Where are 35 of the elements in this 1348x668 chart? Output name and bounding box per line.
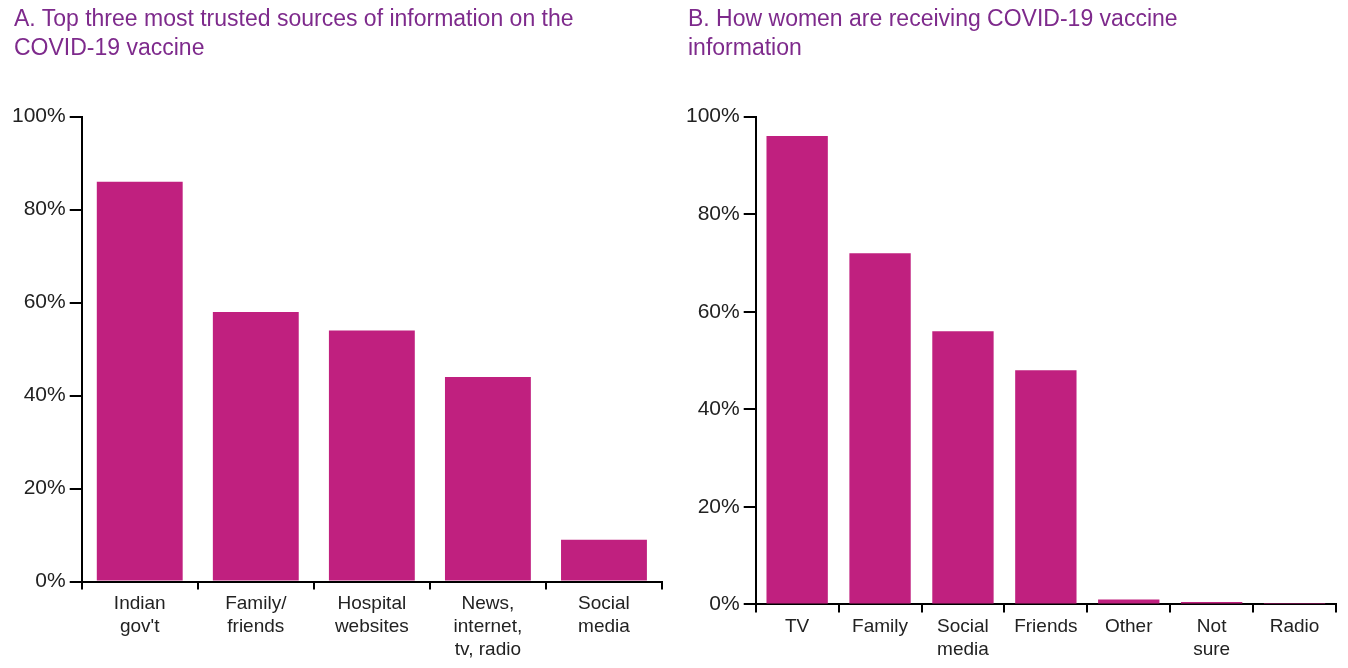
y-tick-label: 0%	[709, 591, 740, 615]
x-tick-label: Hospital websites	[333, 592, 409, 637]
y-tick-label: 40%	[23, 382, 66, 406]
bar	[444, 377, 531, 581]
chart-title: A. Top three most trusted sources of information on the COVID-19 vaccine	[14, 4, 574, 62]
y-tick-label: 100%	[11, 103, 66, 127]
x-tick-label: Not sure	[1193, 615, 1231, 659]
bar	[766, 136, 828, 604]
bar	[1015, 370, 1077, 604]
x-tick-label: Indian gov't	[113, 592, 166, 637]
x-tick-label: Radio	[1269, 615, 1320, 637]
y-tick-label: 20%	[697, 493, 740, 517]
bar	[561, 539, 647, 581]
x-tick-label: Friends	[1014, 615, 1078, 637]
x-tick-label: Family/ friends	[225, 592, 288, 637]
y-tick-label: 100%	[685, 103, 740, 127]
bar	[328, 330, 415, 581]
x-tick-label: Social media	[937, 615, 990, 659]
y-tick-label: 20%	[23, 475, 66, 499]
y-tick-label: 80%	[697, 200, 740, 224]
x-tick-label: News, internet, tv, radio	[453, 592, 523, 659]
bar	[849, 253, 911, 604]
y-tick-label: 40%	[697, 396, 740, 420]
x-tick-label: TV	[785, 615, 810, 637]
x-tick-label: Social media	[578, 592, 631, 637]
y-tick-label: 80%	[23, 196, 66, 220]
y-tick-label: 0%	[35, 568, 66, 592]
chart-title: B. How women are receiving COVID-19 vaccine information	[688, 4, 1179, 62]
x-tick-label: Other	[1104, 615, 1154, 637]
bar	[212, 311, 299, 581]
bar	[932, 331, 994, 604]
bar	[96, 181, 183, 581]
y-tick-label: 60%	[23, 289, 66, 313]
x-tick-label: Family	[852, 615, 909, 637]
y-tick-label: 60%	[697, 298, 740, 322]
